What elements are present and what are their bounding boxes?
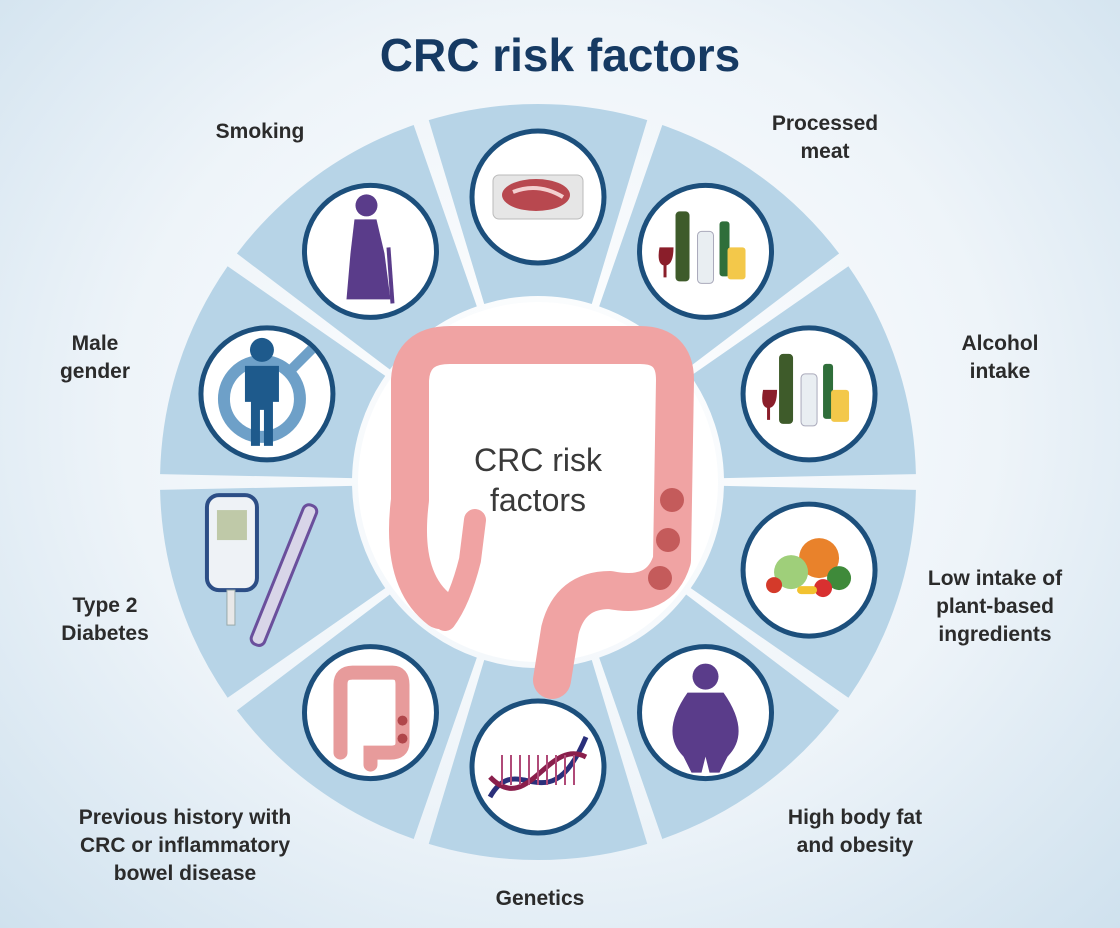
label-male-gender: Male gender <box>59 332 130 383</box>
alcohol-icon <box>740 325 878 463</box>
label-processed-meat: Processed meat <box>771 112 879 163</box>
male-icon <box>198 325 336 463</box>
label-previous-history: Previous history with CRC or inflammator… <box>78 806 292 885</box>
label-obesity: High body fat and obesity <box>787 806 923 857</box>
center-circle <box>358 302 718 662</box>
glucose-meter-icon <box>204 493 319 647</box>
label-genetics: Genetics <box>495 887 585 910</box>
label-alcohol-intake: Alcohol intake <box>961 332 1039 383</box>
polyp <box>656 528 680 552</box>
obesity-icon <box>637 644 775 782</box>
alcohol-icon <box>637 182 775 320</box>
page-title: CRC risk factors <box>379 29 741 81</box>
label-plant-based: Low intake of plant-based ingredients <box>927 567 1063 646</box>
polyp <box>648 566 672 590</box>
vegetables-icon <box>740 501 878 639</box>
colon-illustration <box>389 326 694 699</box>
polyp <box>660 488 684 512</box>
colon-icon <box>301 644 439 782</box>
label-type2-diabetes: Type 2 Diabetes <box>61 594 149 645</box>
label-smoking: Smoking <box>215 120 305 143</box>
elderly-person-icon <box>301 182 439 320</box>
center-label: CRC risk factors <box>474 442 602 518</box>
dna-icon <box>469 698 607 836</box>
meat-icon <box>469 128 607 266</box>
